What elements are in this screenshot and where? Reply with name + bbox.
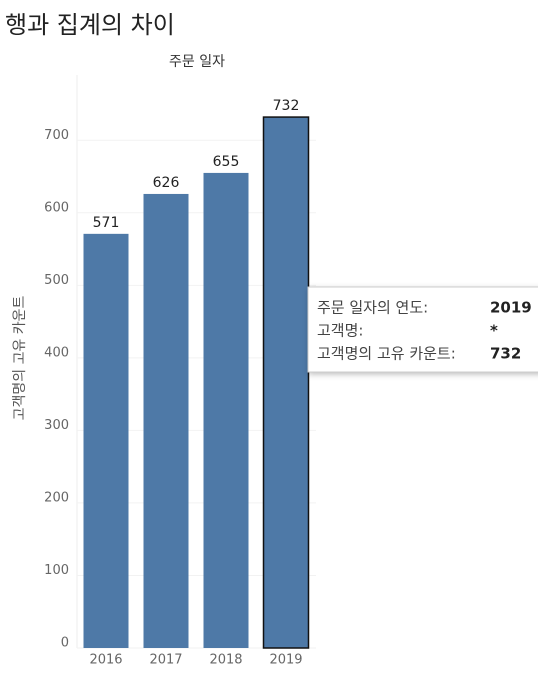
y-tick-label: 0 [61, 636, 69, 651]
tooltip-value: * [490, 322, 498, 340]
bar [262, 116, 310, 649]
data-label: 732 [273, 98, 300, 114]
x-tick-label: 2019 [269, 653, 302, 668]
bar [143, 193, 189, 648]
tooltip-box [307, 286, 538, 373]
tooltip: 주문 일자의 연도: 2019 고객명: * 고객명의 고유 카운트: 732 [307, 286, 538, 373]
y-tick-label: 300 [44, 418, 69, 433]
data-label: 655 [213, 154, 240, 170]
x-tick-label: 2018 [209, 653, 242, 668]
y-axis-label: 고객명의 고유 카운트 [12, 295, 28, 420]
x-axis-label: 주문 일자 [169, 54, 225, 70]
bar [83, 233, 129, 648]
y-tick-label: 100 [44, 563, 69, 578]
chart-title: 행과 집계의 차이 [5, 11, 175, 39]
y-tick-label: 600 [44, 200, 69, 215]
y-tick-label: 400 [44, 345, 69, 360]
x-tick-label: 2016 [89, 653, 122, 668]
data-label: 571 [93, 215, 120, 231]
tooltip-label: 고객명의 고유 카운트: [317, 345, 456, 363]
bar [203, 172, 249, 648]
tooltip-label: 고객명: [317, 322, 363, 340]
tooltip-value: 732 [490, 345, 521, 363]
tooltip-label: 주문 일자의 연도: [317, 299, 428, 317]
y-tick-label: 700 [44, 128, 69, 143]
x-tick-label: 2017 [149, 653, 182, 668]
data-label: 626 [153, 175, 180, 191]
y-tick-label: 200 [44, 490, 69, 505]
tooltip-value: 2019 [490, 299, 532, 317]
y-tick-label: 500 [44, 273, 69, 288]
